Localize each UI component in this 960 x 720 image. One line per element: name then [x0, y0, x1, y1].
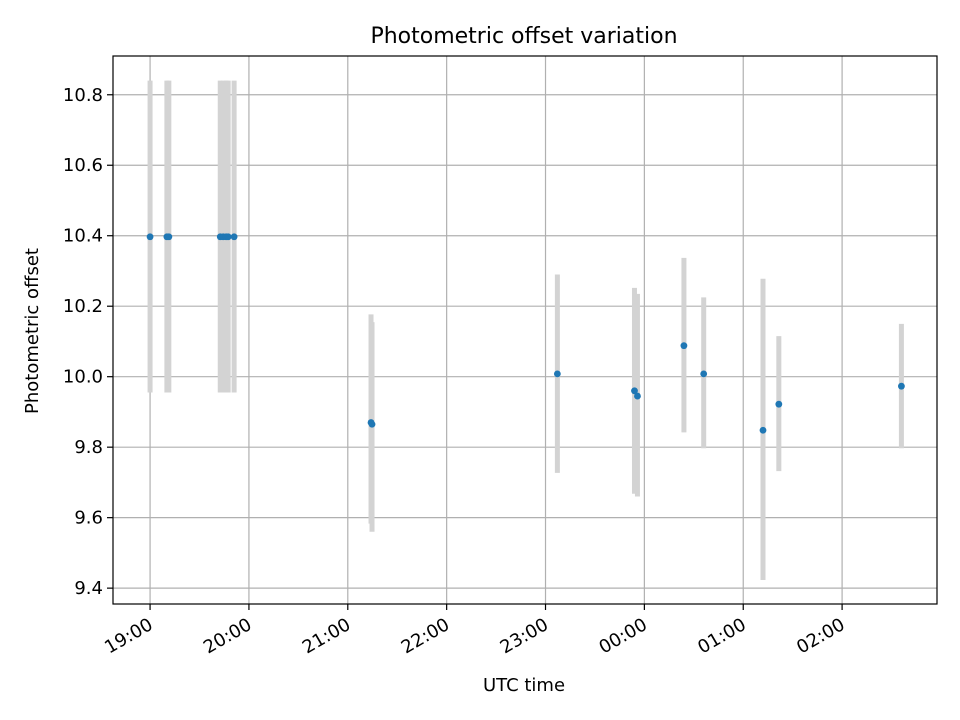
y-tick-label: 10.4 [63, 226, 103, 247]
y-tick-label: 10.0 [63, 367, 103, 388]
y-tick-label: 9.8 [74, 437, 103, 458]
x-axis-label: UTC time [483, 675, 565, 696]
axes-frame [112, 55, 938, 605]
y-tick-label: 10.6 [63, 155, 103, 176]
y-tick-label: 9.4 [74, 578, 103, 599]
y-axis-label: Photometric offset [22, 248, 43, 414]
chart-title: Photometric offset variation [370, 24, 677, 49]
data-point [759, 426, 767, 434]
data-point [700, 370, 708, 378]
data-point [230, 233, 238, 241]
data-point [680, 342, 688, 350]
data-point [634, 392, 641, 400]
y-tick-label: 10.8 [63, 85, 103, 106]
y-tick-label: 10.2 [63, 296, 103, 317]
data-point [898, 382, 905, 390]
data-point [775, 400, 783, 408]
data-point [224, 233, 232, 241]
data-point [368, 420, 376, 428]
data-point [146, 233, 154, 241]
data-point [553, 370, 561, 378]
data-point [631, 387, 638, 395]
y-tick-label: 9.6 [74, 508, 103, 529]
data-point [165, 233, 173, 241]
